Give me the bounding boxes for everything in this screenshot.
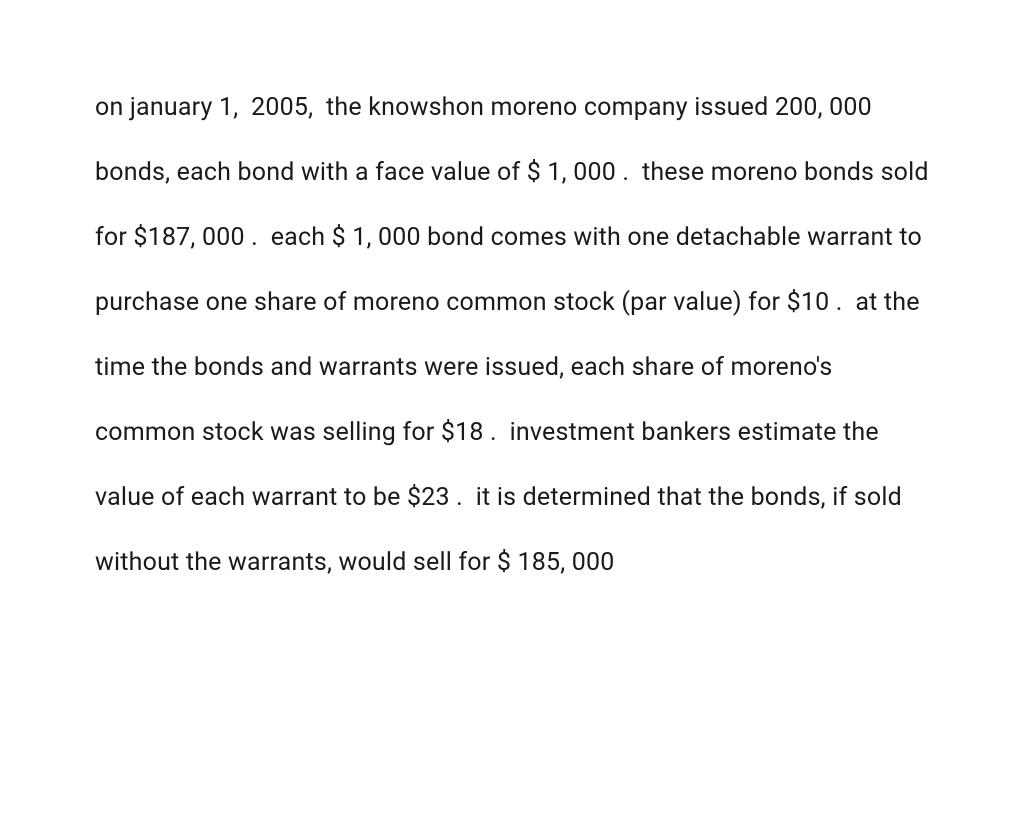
problem-statement-paragraph: on january 1, 2005, the knowshon moreno … bbox=[95, 75, 937, 595]
document-page: on january 1, 2005, the knowshon moreno … bbox=[0, 0, 1032, 839]
